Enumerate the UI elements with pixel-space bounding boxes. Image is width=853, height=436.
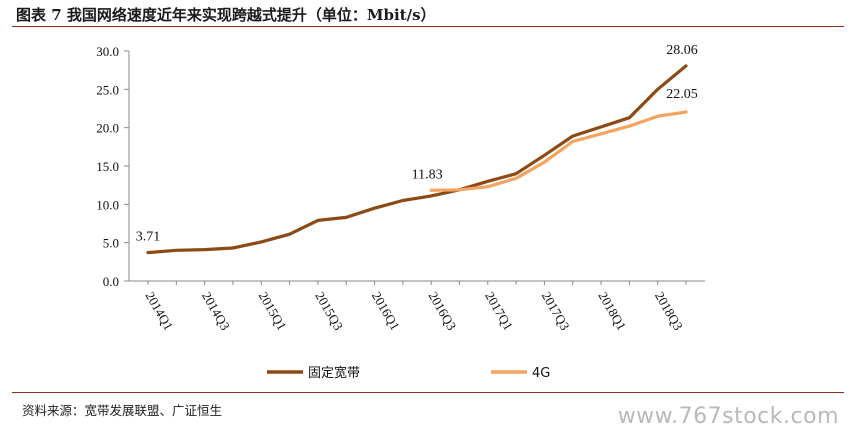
y-tick-label: 10.0 [96,197,119,212]
x-tick-label: 2018Q1 [595,289,629,333]
source-divider [12,392,844,393]
x-tick-label: 2014Q3 [199,289,233,333]
series-layer [146,64,688,255]
x-tick-label: 2015Q1 [256,289,290,333]
legend-label: 4G [532,366,550,381]
x-tick-label: 2016Q3 [426,289,460,333]
y-ticks: 0.0 5.0 10.0 15.0 20.0 25.0 30.0 [96,44,129,289]
chart-title: 图表 7 我国网络速度近年来实现跨越式提升（单位：Mbit/s） [16,6,436,24]
data-label: 11.83 [412,167,443,182]
y-tick-label: 15.0 [96,159,119,174]
series-line-1 [429,110,688,192]
series-line-0 [146,64,688,255]
x-tick-label: 2014Q1 [142,289,176,333]
source-note: 资料来源：宽带发展联盟、广证恒生 [22,403,223,418]
data-label: 3.71 [136,230,161,245]
y-tick-label: 30.0 [96,44,119,59]
line-chart: 0.05.010.015.020.025.030.0 2014Q1 2014Q3 2… [96,43,705,381]
data-label: 28.06 [666,43,698,58]
y-tick-label: 5.0 [103,236,119,251]
legend: 固定宽带 4G [267,365,550,381]
x-tick-label: 2016Q1 [369,289,403,333]
x-tick-label: 2017Q1 [482,289,516,333]
x-tick-label: 2018Q3 [652,289,686,333]
x-tick-label: 2017Q3 [539,289,573,333]
x-ticks: 2014Q1 2014Q3 2015Q1 2015Q3 2016Q1 2016Q3 2017… [142,281,687,333]
y-tick-label: 25.0 [96,82,119,97]
data-labels: 3.71 11.83 28.06 22.05 [136,43,698,245]
y-tick-label: 0.0 [103,274,119,289]
y-tick-label: 20.0 [96,121,119,136]
legend-label: 固定宽带 [308,365,360,381]
x-tick-label: 2015Q3 [312,289,346,333]
watermark: www.767stock.com [617,404,839,429]
title-divider [12,26,844,27]
data-label: 22.05 [666,87,698,102]
